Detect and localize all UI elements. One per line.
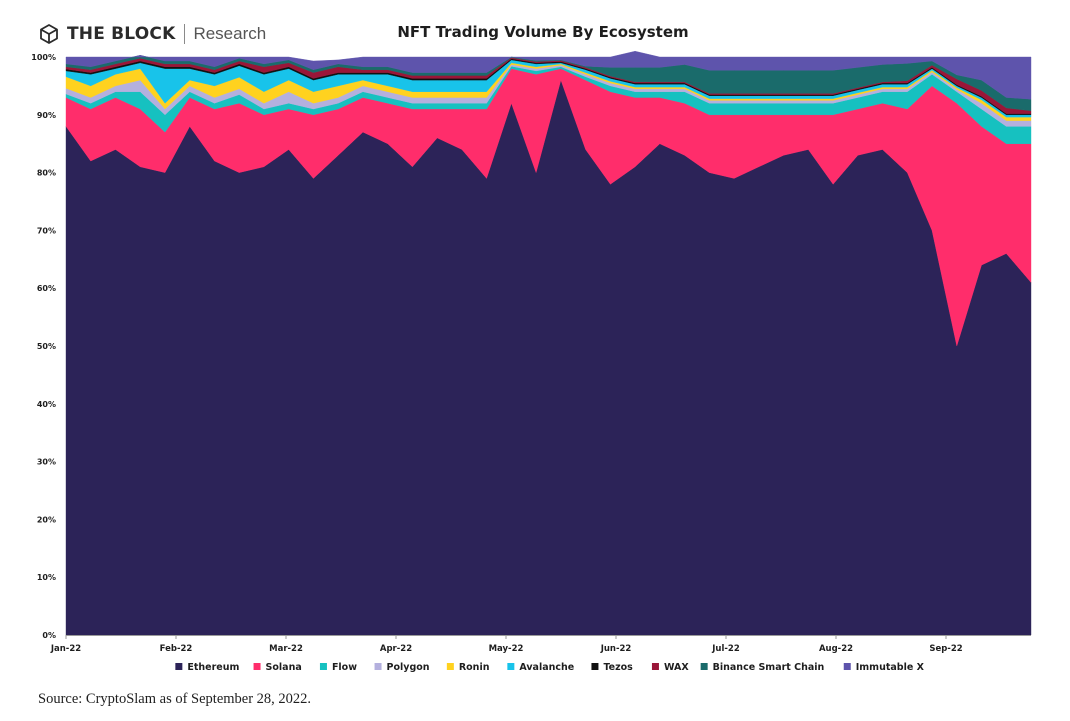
legend: Ethereum Solana Flow Polygon Ronin Avalanche T… xyxy=(175,662,925,673)
brand-name: THE BLOCK xyxy=(67,24,176,44)
x-tick-label: Apr-22 xyxy=(380,644,412,654)
legend-swatch xyxy=(175,663,183,670)
y-tick-label: 90% xyxy=(37,111,56,120)
y-tick-label: 30% xyxy=(37,458,56,467)
x-tick-label: Sep-22 xyxy=(929,644,962,654)
y-tick-label: 100% xyxy=(31,53,56,62)
legend-label: Ethereum xyxy=(187,662,239,673)
legend-label: Solana xyxy=(266,662,302,673)
legend-label: Polygon xyxy=(387,662,430,673)
legend-swatch xyxy=(591,663,599,670)
series-area-ethereum xyxy=(65,79,1032,636)
legend-item-solana: Solana xyxy=(253,662,302,673)
legend-label: Avalanche xyxy=(519,662,574,673)
brand-divider xyxy=(184,24,186,44)
legend-label: Ronin xyxy=(459,662,490,673)
x-tick-label: Jan-22 xyxy=(50,644,81,654)
x-tick-label: Feb-22 xyxy=(160,644,193,654)
stacked-area-chart: 0% 10% 20% 30% 40% 50% 60% 70% 80% 90% 100% Jan-22 F… xyxy=(31,50,1032,673)
y-tick-label: 0% xyxy=(42,631,56,640)
legend-swatch xyxy=(651,663,659,670)
legend-swatch xyxy=(253,663,261,670)
legend-label: Flow xyxy=(332,662,357,673)
legend-item-wax: WAX xyxy=(651,662,689,673)
legend-label: Immutable X xyxy=(856,662,925,673)
legend-item-flow: Flow xyxy=(319,662,357,673)
legend-swatch xyxy=(446,663,454,670)
legend-label: Tezos xyxy=(603,662,633,673)
legend-label: Binance Smart Chain xyxy=(713,662,825,673)
y-tick-label: 50% xyxy=(37,342,56,351)
chart-title: NFT Trading Volume By Ecosystem xyxy=(397,23,689,41)
y-tick-label: 80% xyxy=(37,169,56,178)
legend-item-tezos: Tezos xyxy=(591,662,633,673)
x-tick-label: Jul-22 xyxy=(711,644,740,654)
legend-item-polygon: Polygon xyxy=(374,662,430,673)
y-tick-label: 70% xyxy=(37,226,56,235)
legend-item-ronin: Ronin xyxy=(446,662,490,673)
cube-icon xyxy=(40,24,58,44)
y-tick-label: 10% xyxy=(37,573,56,582)
legend-swatch xyxy=(700,663,708,670)
legend-item-immutable-x: Immutable X xyxy=(843,662,925,673)
series-area-immutable-x xyxy=(65,50,1032,100)
legend-label: WAX xyxy=(664,662,689,673)
y-tick-label: 20% xyxy=(37,515,56,524)
brand-subtitle: Research xyxy=(193,24,267,43)
legend-swatch xyxy=(319,663,327,670)
legend-swatch xyxy=(507,663,515,670)
legend-item-binance-smart-chain: Binance Smart Chain xyxy=(700,662,825,673)
x-tick-label: Mar-22 xyxy=(269,644,303,654)
y-tick-label: 60% xyxy=(37,284,56,293)
legend-swatch xyxy=(374,663,382,670)
x-tick-label: Jun-22 xyxy=(600,644,632,654)
area-layers xyxy=(65,50,1032,636)
legend-swatch xyxy=(843,663,851,670)
source-note: Source: CryptoSlam as of September 28, 2… xyxy=(38,691,312,707)
x-tick-label: Aug-22 xyxy=(819,644,853,654)
brand-logo: THE BLOCK Research xyxy=(38,22,266,46)
x-tick-label: May-22 xyxy=(489,644,524,654)
legend-item-ethereum: Ethereum xyxy=(175,662,239,673)
legend-item-avalanche: Avalanche xyxy=(507,662,574,673)
y-tick-label: 40% xyxy=(37,400,56,409)
